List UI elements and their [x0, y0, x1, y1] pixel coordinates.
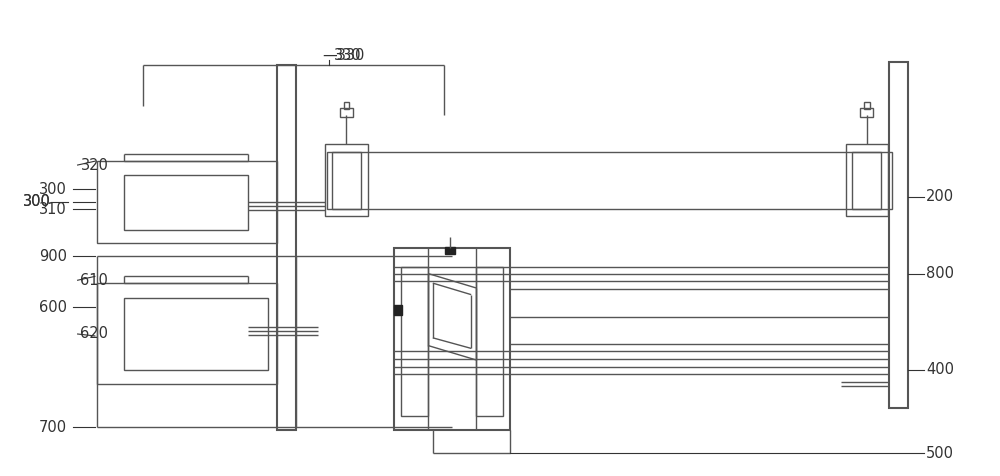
Bar — [860, 109, 873, 117]
Text: 620: 620 — [80, 327, 108, 341]
Text: 700: 700 — [39, 420, 67, 435]
Bar — [852, 151, 881, 209]
Bar — [97, 161, 277, 243]
Text: 610: 610 — [80, 273, 108, 288]
Bar — [864, 102, 870, 109]
Bar — [476, 267, 503, 416]
Bar — [124, 175, 248, 230]
Bar — [325, 144, 368, 216]
Text: —330: —330 — [322, 48, 365, 63]
Text: 320: 320 — [80, 158, 108, 172]
Bar — [327, 151, 892, 209]
Bar — [277, 65, 296, 430]
Text: 310: 310 — [39, 202, 67, 217]
Bar — [394, 248, 510, 430]
Bar — [401, 267, 428, 416]
Text: 330: 330 — [334, 48, 362, 63]
Bar — [344, 102, 349, 109]
Text: 500: 500 — [926, 446, 954, 461]
Bar — [394, 305, 402, 315]
Text: 300: 300 — [23, 194, 51, 209]
Bar — [445, 247, 455, 254]
Text: 600: 600 — [39, 299, 67, 315]
Bar — [889, 62, 908, 408]
Text: 400: 400 — [926, 362, 954, 377]
Bar — [332, 151, 361, 209]
Bar — [846, 144, 888, 216]
Bar — [340, 109, 353, 117]
Bar — [124, 298, 268, 369]
Bar — [97, 283, 277, 384]
Text: 300: 300 — [39, 181, 67, 197]
Text: 300: 300 — [23, 194, 51, 209]
Text: 900: 900 — [39, 249, 67, 264]
Text: 200: 200 — [926, 189, 954, 204]
Text: 800: 800 — [926, 266, 954, 281]
